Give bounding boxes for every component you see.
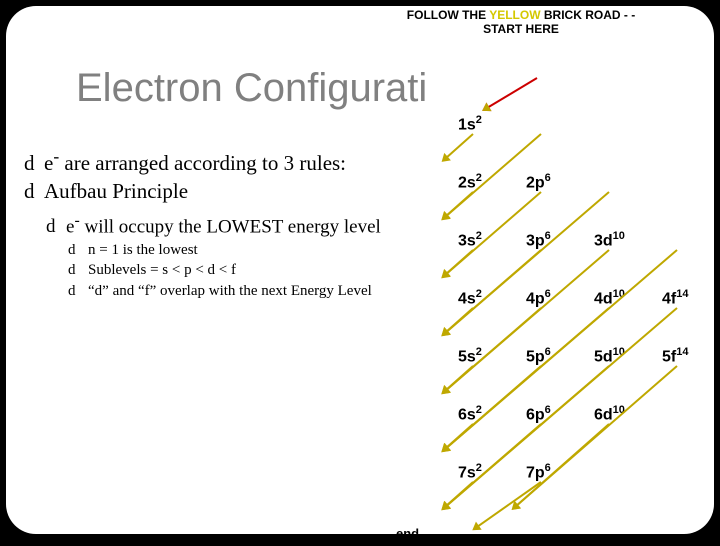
header-line1-pre: FOLLOW THE: [407, 8, 489, 22]
bullet-icon: d: [24, 150, 44, 176]
bullet-icon: d: [24, 178, 44, 204]
orbital-4f: 4f14: [662, 288, 688, 308]
orbital-3p: 3p6: [526, 230, 551, 250]
end-label: end: [396, 526, 419, 541]
orbital-label: 6s: [458, 406, 476, 423]
orbital-sup: 10: [613, 230, 625, 242]
orbital-5p: 5p6: [526, 346, 551, 366]
orbital-sup: 2: [476, 404, 482, 416]
bullet-6: d“d” and “f” overlap with the next Energ…: [68, 282, 424, 301]
diagonal-arrow-icon: [442, 365, 473, 393]
orbital-4p: 4p6: [526, 288, 551, 308]
orbital-label: 5s: [458, 348, 476, 365]
p4: n = 1 is the lowest: [88, 242, 198, 258]
header-text: FOLLOW THE YELLOW BRICK ROAD - - START H…: [366, 8, 676, 36]
diagonal-arrow-icon: [483, 77, 537, 111]
orbital-label: 7s: [458, 464, 476, 481]
orbital-sup: 6: [545, 462, 551, 474]
bullet-icon: d: [68, 282, 88, 301]
bullet-icon: d: [46, 215, 66, 239]
bullet-5: dSublevels = s < p < d < f: [68, 261, 424, 280]
diagonal-arrow-icon: [442, 249, 473, 277]
orbital-sup: 2: [476, 462, 482, 474]
diagonal-arrow-icon: [442, 191, 473, 219]
orbital-1s: 1s2: [458, 114, 482, 134]
orbital-sup: 2: [476, 288, 482, 300]
p3-post: will occupy the LOWEST energy level: [80, 216, 381, 237]
slide-frame: FOLLOW THE YELLOW BRICK ROAD - - START H…: [6, 6, 714, 534]
orbital-3d: 3d10: [594, 230, 625, 250]
header-line1-post: BRICK ROAD - -: [541, 8, 636, 22]
diagonal-arrow-icon: [442, 481, 473, 509]
orbital-6p: 6p6: [526, 404, 551, 424]
orbital-sup: 14: [676, 346, 688, 358]
bullet-1: de- are arranged according to 3 rules:: [24, 146, 424, 176]
page-title: Electron Configurati: [76, 66, 427, 111]
p1-pre: e: [44, 151, 53, 175]
p6: “d” and “f” overlap with the next Energy…: [88, 283, 372, 299]
orbital-label: 6d: [594, 406, 613, 423]
orbital-sup: 2: [476, 230, 482, 242]
p5: Sublevels = s < p < d < f: [88, 262, 236, 278]
orbital-5f: 5f14: [662, 346, 688, 366]
diagonal-arrow-icon: [442, 307, 473, 335]
diagonal-arrow-icon: [442, 423, 473, 451]
orbital-2p: 2p6: [526, 172, 551, 192]
bullet-icon: d: [68, 241, 88, 260]
orbital-sup: 6: [545, 172, 551, 184]
header-line2: START HERE: [483, 22, 559, 36]
bullet-icon: d: [68, 261, 88, 280]
orbital-label: 3s: [458, 232, 476, 249]
orbital-sup: 14: [676, 288, 688, 300]
orbital-label: 1s: [458, 116, 476, 133]
orbital-label: 4f: [662, 290, 676, 307]
orbital-label: 3d: [594, 232, 613, 249]
orbital-label: 2s: [458, 174, 476, 191]
diagonal-arrow-icon: [473, 481, 542, 530]
orbital-label: 2p: [526, 174, 545, 191]
bullet-3: de- will occupy the LOWEST energy level: [46, 211, 424, 239]
p2: Aufbau Principle: [44, 179, 188, 203]
p1-post: are arranged according to 3 rules:: [59, 151, 346, 175]
orbital-label: 5f: [662, 348, 676, 365]
orbital-diagram: end 1s22s22p63s23p63d104s24p64d104f145s2…: [406, 36, 720, 546]
bullet-2: dAufbau Principle: [24, 178, 424, 204]
orbital-sup: 2: [476, 114, 482, 126]
diagonal-arrow-icon: [442, 133, 473, 161]
bullet-4: dn = 1 is the lowest: [68, 241, 424, 260]
header-yellow: YELLOW: [489, 8, 540, 22]
orbital-label: 7p: [526, 464, 545, 481]
body-text: de- are arranged according to 3 rules: d…: [24, 146, 424, 303]
orbital-label: 4s: [458, 290, 476, 307]
orbital-sup: 2: [476, 346, 482, 358]
orbital-sup: 2: [476, 172, 482, 184]
